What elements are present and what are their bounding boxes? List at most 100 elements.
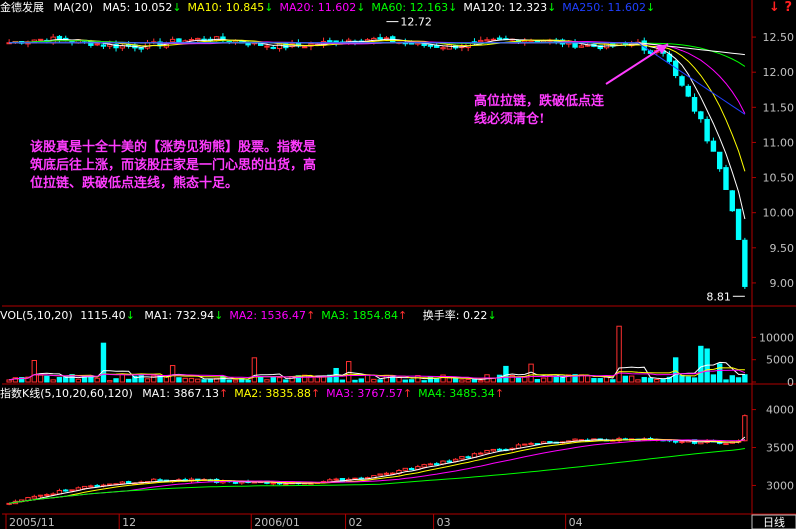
volume-bar — [119, 374, 126, 383]
volume-bar — [257, 377, 264, 383]
price-y-tick-label: 9.50 — [770, 242, 795, 255]
volume-bar — [566, 374, 572, 383]
price-candle — [113, 44, 119, 49]
price-candle — [478, 39, 484, 43]
volume-bar — [182, 377, 188, 383]
index-candle — [402, 467, 408, 471]
volume-bar — [635, 379, 641, 383]
down-arrow-icon[interactable]: ↓ — [769, 0, 780, 15]
volume-value: 1115.40↓ — [80, 309, 135, 322]
price-candle — [94, 43, 100, 46]
price-candle — [100, 44, 107, 47]
volume-title: VOL(5,10,20) — [0, 309, 73, 322]
volume-bar — [113, 378, 119, 383]
volume-bar — [415, 375, 421, 383]
price-candle — [383, 37, 390, 40]
volume-bar — [251, 357, 258, 383]
volume-bar — [220, 375, 226, 383]
index-candle — [50, 493, 56, 496]
index-candle — [446, 460, 453, 463]
index-candle — [339, 478, 346, 482]
price-y-tick-label: 9.00 — [770, 277, 795, 290]
volume-bar — [647, 377, 654, 383]
corner-icons: ↓ ? — [769, 0, 792, 15]
price-candle — [578, 45, 585, 48]
index-candle — [465, 456, 471, 459]
vol-legend-ma1: MA1: 732.94↓ — [144, 309, 224, 322]
volume-bar — [729, 375, 735, 383]
price-candle — [301, 46, 308, 49]
price-legend-ma120: MA120: 12.323↓ — [463, 1, 557, 14]
help-icon[interactable]: ? — [784, 0, 792, 15]
index-candle — [333, 478, 339, 481]
volume-bar — [610, 379, 616, 383]
index-candle — [44, 494, 50, 497]
price-candle — [37, 38, 44, 41]
index-candle — [383, 472, 390, 475]
volume-bar — [685, 376, 691, 383]
price-candle — [729, 190, 735, 212]
price-legend-ma20: MA20: 11.602↓ — [279, 1, 366, 14]
volume-bar — [339, 379, 346, 383]
index-candle — [119, 481, 126, 485]
price-y-tick-label: 12.50 — [763, 31, 795, 44]
volume-bar — [301, 374, 308, 383]
price-candle — [434, 45, 440, 48]
idx-legend-ma2: MA2: 3835.88↑ — [234, 387, 321, 400]
annotation-main: 该股真是十全十美的【涨势见狗熊】股票。指数是筑底后往上涨，而该股庄家是一门心思的… — [30, 140, 317, 191]
index-ma-line — [9, 436, 746, 504]
volume-bar — [132, 375, 138, 383]
price-candle — [742, 239, 748, 287]
index-candle — [94, 484, 100, 487]
volume-bar — [12, 377, 19, 383]
volume-bar — [56, 377, 63, 383]
volume-bar — [63, 376, 69, 383]
annotation-side: 高位拉链，跌破低点连线必须清仓! — [474, 94, 605, 127]
price-candle — [496, 37, 503, 40]
price-candle — [427, 44, 434, 47]
idx-legend-ma3: MA3: 3767.57↑ — [326, 387, 413, 400]
volume-y-tick-label: 10000 — [759, 331, 794, 344]
index-candle — [157, 479, 163, 482]
index-y-tick-label: 4000 — [766, 404, 794, 417]
volume-bar — [540, 377, 547, 383]
volume-bar — [459, 379, 465, 383]
volume-bar — [346, 361, 352, 383]
volume-bar — [94, 377, 100, 383]
price-y-tick-label: 10.00 — [763, 207, 795, 220]
volume-bar — [691, 377, 698, 383]
price-candle — [691, 97, 698, 112]
index-candle — [723, 443, 729, 446]
price-candle — [56, 35, 63, 40]
index-candle — [125, 481, 132, 484]
volume-bar — [276, 377, 283, 383]
price-candle — [735, 208, 742, 240]
volume-bar — [591, 378, 597, 383]
annotation-arrow — [605, 43, 669, 85]
price-candle — [704, 118, 710, 142]
volume-bar — [478, 380, 484, 383]
price-ma-line-ma250 — [9, 42, 746, 115]
index-candle — [459, 456, 465, 460]
volume-bar — [547, 375, 553, 383]
volume-bar — [371, 378, 377, 383]
index-candle — [390, 472, 396, 475]
index-candle — [81, 485, 88, 489]
volume-bar — [19, 377, 25, 383]
volume-bar — [151, 375, 157, 383]
x-axis-label: 2006/01 — [254, 516, 300, 529]
index-candle — [270, 482, 276, 485]
x-axis-label: 04 — [569, 516, 583, 529]
high-marker-label: 12.72 — [400, 16, 432, 29]
price-candle — [440, 47, 446, 50]
index-candle — [434, 463, 440, 466]
index-ma-line — [9, 438, 746, 504]
volume-bar — [698, 345, 704, 383]
price-ma-line-ma10 — [9, 39, 746, 172]
price-y-tick-label: 10.50 — [763, 172, 795, 185]
volume-bar — [452, 377, 459, 383]
price-candle — [270, 46, 276, 49]
volume-bar — [37, 374, 44, 383]
volume-bar — [75, 378, 82, 383]
price-candle — [327, 40, 333, 43]
